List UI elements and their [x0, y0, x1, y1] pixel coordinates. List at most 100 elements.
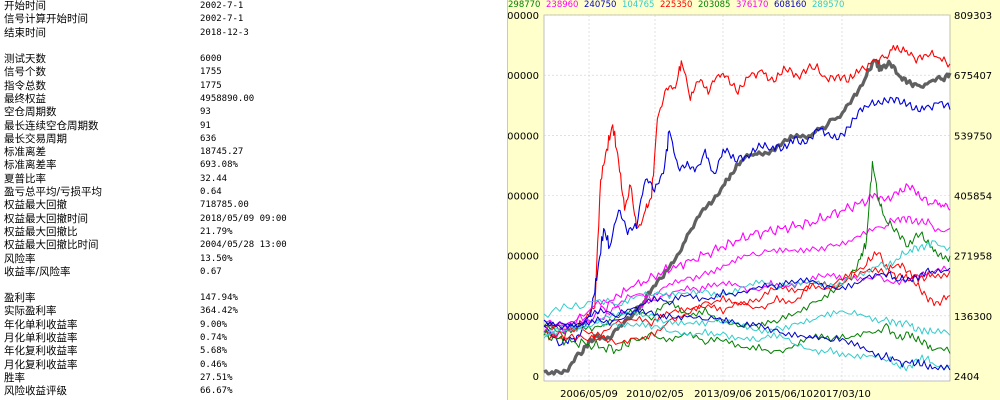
stat-value: 1755 [200, 67, 222, 78]
stat-row: 月化单利收益率 0.74% [0, 332, 500, 345]
stat-value: 636 [200, 133, 217, 144]
stat-label: 风险率 [4, 252, 36, 265]
left-tick-label: 1000000 [508, 312, 539, 323]
series-line-1 [543, 44, 951, 342]
stat-value: 5.68% [200, 346, 228, 357]
stat-row: 权益最大回撤时间 2018/05/09 09:00 [0, 213, 500, 226]
legend-entry: 608160 [774, 0, 806, 10]
stat-label: 盈利率 [4, 292, 36, 304]
stat-row: 盈利率 147.94% [0, 292, 500, 305]
stat-value: 693.08% [200, 160, 238, 171]
right-tick-label: 136300 [954, 312, 992, 323]
stat-value: 21.79% [200, 226, 233, 237]
stat-label: 标准离差率 [4, 159, 57, 172]
stat-label: 月化单利收益率 [4, 331, 78, 344]
left-tick-label: 6000000 [508, 11, 539, 22]
stat-label: 最终权益 [4, 92, 46, 105]
right-tick-label: 675407 [954, 71, 992, 82]
legend: 298770 238960 240750 104765 225350 203085 3761… [508, 0, 844, 10]
stat-row: 信号个数 1755 [0, 66, 500, 79]
x-tick-label: 2006/05/09 [560, 389, 618, 400]
stat-row: 权益最大回撤比 21.79% [0, 226, 500, 239]
stat-value: 364.42% [200, 306, 238, 317]
stat-label: 结束时间 [4, 26, 46, 39]
stat-row: 风险收益评级 66.67% [0, 385, 500, 398]
stat-label: 信号个数 [4, 66, 46, 79]
stat-label: 最长交易周期 [4, 132, 67, 145]
stat-label: 实际盈利率 [4, 305, 57, 318]
stat-label: 最长连续空仓周期数 [4, 119, 99, 132]
series-line-0 [543, 58, 952, 376]
stat-row: 信号计算开始时间 2002-7-1 [0, 13, 500, 26]
stat-value: 32.44 [200, 173, 228, 184]
stat-value: 2004/05/28 13:00 [200, 240, 287, 251]
x-tick-label: 2015/06/10 [755, 389, 813, 400]
series-line-13 [543, 306, 951, 371]
stat-row: 月化复利收益率 0.46% [0, 359, 500, 372]
stat-row: 指令总数 1775 [0, 80, 500, 93]
stat-label: 年化复利收益率 [4, 345, 78, 358]
stat-row: 风险率 13.50% [0, 253, 500, 266]
series-line-7 [543, 323, 951, 355]
stat-label: 夏普比率 [4, 172, 46, 185]
stat-row: 结束时间 2018-12-3 [0, 27, 500, 40]
stat-label: 胜率 [4, 371, 25, 384]
left-tick-label: 4000000 [508, 131, 539, 142]
right-tick-label: 809303 [954, 11, 992, 22]
series-line-12 [543, 240, 951, 318]
stat-label: 风险收益评级 [4, 385, 67, 398]
stat-label: 权益最大回撤比 [4, 225, 78, 238]
right-tick-label: 539750 [954, 131, 992, 142]
left-tick-label: 5000000 [508, 71, 539, 82]
legend-entry: 104765 [622, 0, 654, 10]
stat-row: 标准离差 18745.27 [0, 146, 500, 159]
stat-value: 66.67% [200, 386, 233, 397]
stat-row: 胜率 27.51% [0, 372, 500, 385]
stat-row: 权益最大回撤 718785.00 [0, 199, 500, 212]
legend-entry: 376170 [736, 0, 768, 10]
stat-row: 空仓周期数 93 [0, 106, 500, 119]
stat-label: 月化复利收益率 [4, 358, 78, 371]
right-tick-label: 271958 [954, 252, 992, 263]
stat-row: 收益率/风险率 0.67 [0, 266, 500, 279]
series-line-9 [543, 251, 951, 345]
stat-row: 最长交易周期 636 [0, 133, 500, 146]
stat-row: 权益最大回撤比时间 2004/05/28 13:00 [0, 239, 500, 252]
stat-value: 2002-7-1 [200, 1, 244, 11]
stat-label: 标准离差 [4, 146, 46, 159]
legend-entry: 203085 [698, 0, 730, 10]
stat-value: 2002-7-1 [200, 14, 244, 25]
legend-entry: 298770 [508, 0, 540, 10]
stat-row: 夏普比率 32.44 [0, 173, 500, 186]
stat-value: 0.64 [200, 187, 222, 197]
stat-value: 93 [200, 107, 211, 118]
stat-value: 6000 [200, 54, 222, 64]
series-line-3 [543, 183, 951, 339]
legend-entry: 240750 [584, 0, 616, 10]
stat-label: 权益最大回撤 [4, 199, 67, 212]
stat-row: 盈亏总平均/亏损平均 0.64 [0, 186, 500, 199]
chart-svg: 6000000 5000000 4000000 3000000 2000000 10000… [508, 0, 1000, 400]
stat-row: 开始时间 2002-7-1 [0, 0, 500, 13]
stat-row: 年化单利收益率 9.00% [0, 319, 500, 332]
legend-entry: 225350 [660, 0, 692, 10]
stat-row: 年化复利收益率 5.68% [0, 345, 500, 358]
stat-value: 2018/05/09 09:00 [200, 213, 287, 224]
stat-value: 0.74% [200, 332, 228, 343]
stat-value: 18745.27 [200, 147, 244, 158]
stat-row: 标准离差率 693.08% [0, 159, 500, 172]
stat-label: 收益率/风险率 [4, 265, 71, 278]
series-line-5 [543, 265, 951, 333]
stat-row: 最终权益 4958890.00 [0, 93, 500, 106]
stat-value: 1775 [200, 80, 222, 91]
stat-value: 27.51% [200, 372, 233, 383]
stat-value: 13.50% [200, 253, 233, 264]
stat-label: 年化单利收益率 [4, 318, 78, 331]
left-tick-label: 3000000 [508, 192, 539, 203]
stat-label: 指令总数 [4, 79, 46, 92]
stat-label: 盈亏总平均/亏损平均 [4, 186, 103, 198]
stat-value: 147.94% [200, 293, 238, 303]
x-tick-label: 2013/09/06 [694, 389, 752, 400]
x-tick-label: 2017/03/10 [813, 389, 871, 400]
stat-value: 4958890.00 [200, 93, 255, 104]
